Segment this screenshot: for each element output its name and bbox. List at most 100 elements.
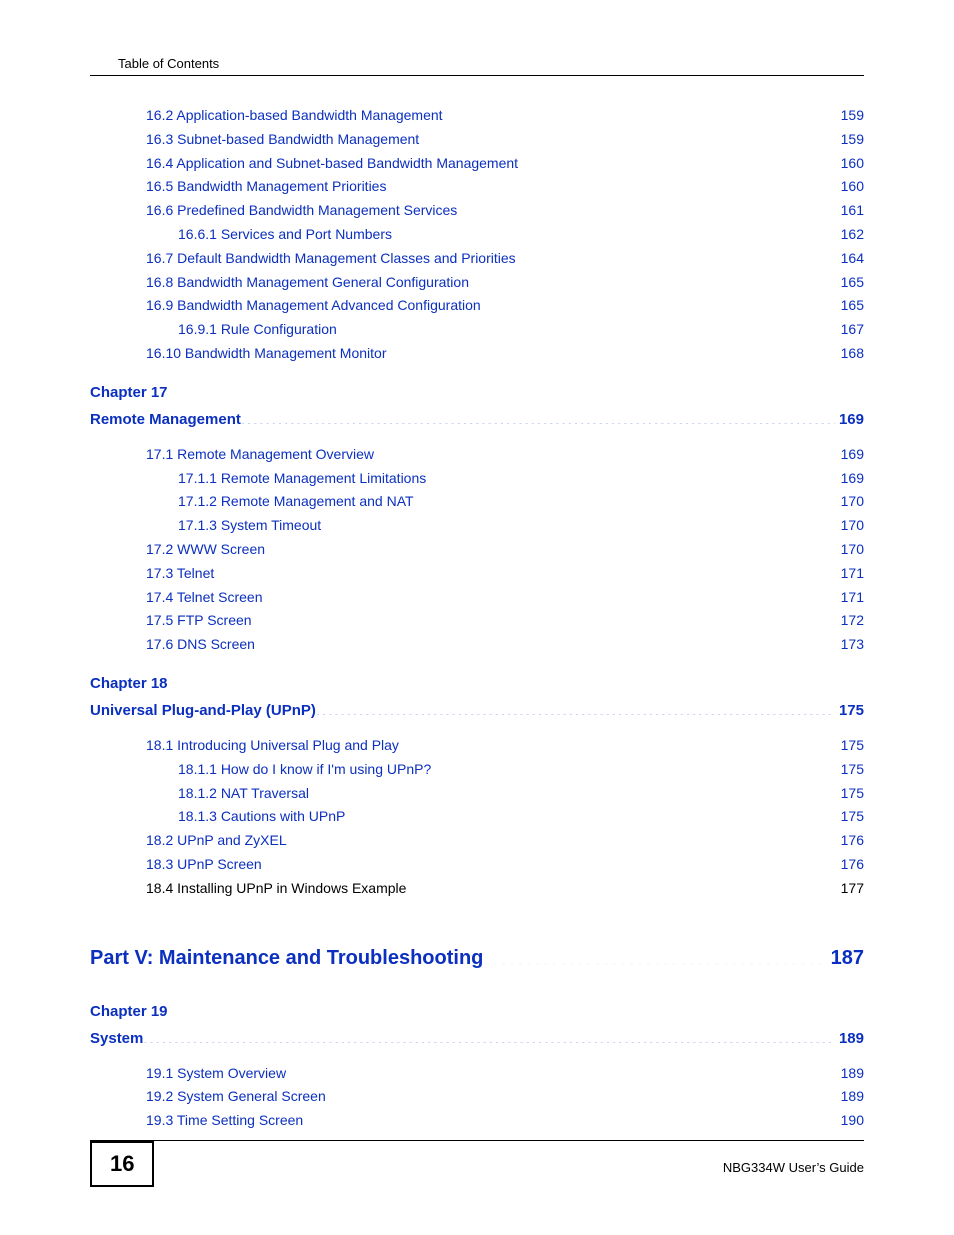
toc-leader-dots [263,588,837,602]
toc-entry: 16.3 Subnet-based Bandwidth Management 1… [90,128,864,152]
toc-entry-page[interactable]: 169 [837,467,864,491]
toc-entry-page[interactable]: 189 [837,1085,864,1109]
toc-entry-page[interactable]: 171 [837,562,864,586]
toc-leader-dots [386,177,836,191]
toc-chapter-title[interactable]: Remote Management [90,407,241,433]
toc-entry-page[interactable]: 164 [837,247,864,271]
toc-chapter-number[interactable]: Chapter 19 [90,999,864,1025]
toc-leader-dots [265,540,837,554]
toc-entry-page[interactable]: 173 [837,633,864,657]
toc-entry-page[interactable]: 170 [837,538,864,562]
toc-part-label[interactable]: Part V: Maintenance and Troubleshooting [90,941,483,975]
toc-entry-page[interactable]: 168 [837,342,864,366]
toc-entry-label[interactable]: 16.9 Bandwidth Management Advanced Confi… [146,294,481,318]
toc-chapter-page[interactable]: 169 [835,407,864,433]
toc-leader-dots [316,700,835,715]
toc-entry: 17.1.1 Remote Management Limitations 169 [90,467,864,491]
toc-leader-dots [143,1028,835,1043]
toc-leader-dots [431,760,836,774]
toc-leader-dots [386,344,836,358]
toc-entry-label[interactable]: 16.5 Bandwidth Management Priorities [146,175,386,199]
toc-entry-label[interactable]: 16.10 Bandwidth Management Monitor [146,342,386,366]
toc-leader-dots [326,1087,837,1101]
toc-entry-page[interactable]: 167 [837,318,864,342]
toc-entry-label[interactable]: 18.1 Introducing Universal Plug and Play [146,734,399,758]
toc-entry-label[interactable]: 17.5 FTP Screen [146,609,252,633]
toc-entry-page[interactable]: 170 [837,490,864,514]
toc-entry: 18.2 UPnP and ZyXEL 176 [90,829,864,853]
toc-entry-label[interactable]: 19.3 Time Setting Screen [146,1109,303,1133]
toc-entry-label[interactable]: 17.4 Telnet Screen [146,586,263,610]
toc-entry-page[interactable]: 165 [837,271,864,295]
toc-entry-page[interactable]: 189 [837,1062,864,1086]
footer-rule [90,1140,864,1141]
toc-entry-page[interactable]: 162 [837,223,864,247]
toc-chapter-title-row: Remote Management 169 [90,407,864,433]
toc-entry-label[interactable]: 17.1.3 System Timeout [178,514,321,538]
toc-entry-page[interactable]: 159 [837,128,864,152]
toc-chapter: Chapter 17Remote Management 16917.1 Remo… [90,380,864,657]
toc-entry-page: 177 [837,877,864,901]
toc-entry-label[interactable]: 18.1.3 Cautions with UPnP [178,805,345,829]
footer-line: 16 NBG334W User’s Guide [90,1147,864,1187]
toc-chapter-page[interactable]: 175 [835,698,864,724]
toc-entry-page[interactable]: 172 [837,609,864,633]
toc-entry-label[interactable]: 16.9.1 Rule Configuration [178,318,337,342]
toc-entry-label[interactable]: 17.6 DNS Screen [146,633,255,657]
page-footer: 16 NBG334W User’s Guide [90,1140,864,1187]
toc-entry-label[interactable]: 19.2 System General Screen [146,1085,326,1109]
toc-entry-label[interactable]: 18.1.2 NAT Traversal [178,782,309,806]
toc-entry-label[interactable]: 16.8 Bandwidth Management General Config… [146,271,469,295]
toc-entry-page[interactable]: 165 [837,294,864,318]
toc-entry: 17.1.3 System Timeout 170 [90,514,864,538]
toc-chapter-number[interactable]: Chapter 18 [90,671,864,697]
toc-entry-label[interactable]: 16.2 Application-based Bandwidth Managem… [146,104,443,128]
toc-leader-dots [481,296,837,310]
toc-entry-page[interactable]: 175 [837,758,864,782]
toc-entry: 17.5 FTP Screen 172 [90,609,864,633]
toc-entry-label[interactable]: 19.1 System Overview [146,1062,286,1086]
toc-entry: 17.1 Remote Management Overview 169 [90,443,864,467]
toc-entry-label[interactable]: 18.3 UPnP Screen [146,853,262,877]
toc-entry-page[interactable]: 159 [837,104,864,128]
toc-leader-dots [309,784,837,798]
toc-chapter-page[interactable]: 189 [835,1026,864,1052]
toc-entry-label[interactable]: 18.2 UPnP and ZyXEL [146,829,287,853]
toc-entry-page[interactable]: 171 [837,586,864,610]
toc-entry: 18.4 Installing UPnP in Windows Example … [90,877,864,901]
toc-entry-label[interactable]: 17.1.1 Remote Management Limitations [178,467,426,491]
toc-entry: 18.1.3 Cautions with UPnP 175 [90,805,864,829]
toc-leader-dots [406,879,836,893]
toc-leader-dots [469,273,837,287]
toc-entry-page[interactable]: 175 [837,782,864,806]
toc-entry-label[interactable]: 17.1 Remote Management Overview [146,443,374,467]
toc-entry-page[interactable]: 176 [837,853,864,877]
toc-entry: 18.1 Introducing Universal Plug and Play… [90,734,864,758]
toc-entry-page[interactable]: 170 [837,514,864,538]
toc-entry-label[interactable]: 17.2 WWW Screen [146,538,265,562]
toc-entry-label[interactable]: 16.6 Predefined Bandwidth Management Ser… [146,199,457,223]
toc-entry-label[interactable]: 17.1.2 Remote Management and NAT [178,490,414,514]
toc-entry-page[interactable]: 175 [837,734,864,758]
toc-chapter-title[interactable]: System [90,1026,143,1052]
running-head: Table of Contents [118,56,864,71]
toc-entry-page[interactable]: 169 [837,443,864,467]
toc-entry-page[interactable]: 160 [837,175,864,199]
toc-chapter-title[interactable]: Universal Plug-and-Play (UPnP) [90,698,316,724]
toc-entry-page[interactable]: 190 [837,1109,864,1133]
toc-entry-label[interactable]: 16.7 Default Bandwidth Management Classe… [146,247,516,271]
toc-entry-label[interactable]: 17.3 Telnet [146,562,214,586]
toc-entry-page[interactable]: 175 [837,805,864,829]
toc-entry-page[interactable]: 160 [837,152,864,176]
toc-entry-label[interactable]: 18.1.1 How do I know if I'm using UPnP? [178,758,431,782]
toc-entry-page[interactable]: 176 [837,829,864,853]
toc-leader-dots [303,1111,836,1125]
toc-entry-page[interactable]: 161 [837,199,864,223]
toc-entry-label[interactable]: 16.6.1 Services and Port Numbers [178,223,392,247]
toc-part-page[interactable]: 187 [827,941,864,975]
header-rule [90,75,864,76]
toc-entry-label[interactable]: 16.4 Application and Subnet-based Bandwi… [146,152,518,176]
toc-entry-label[interactable]: 16.3 Subnet-based Bandwidth Management [146,128,419,152]
toc-entry: 17.6 DNS Screen 173 [90,633,864,657]
toc-chapter-number[interactable]: Chapter 17 [90,380,864,406]
